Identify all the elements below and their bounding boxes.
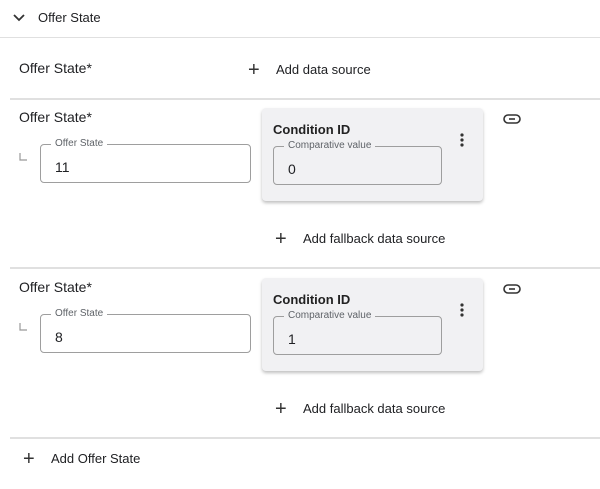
condition-card: Condition ID Comparative value 1 (262, 278, 483, 371)
chevron-down-icon[interactable] (12, 12, 26, 24)
corner-indent-icon (19, 323, 27, 331)
offer-state-input[interactable]: Offer State 8 (40, 308, 251, 353)
offer-state-input[interactable]: Offer State 11 (40, 138, 251, 183)
comparative-value-input[interactable]: Comparative value 0 (273, 140, 442, 185)
plus-icon: + (275, 228, 287, 250)
link-icon[interactable] (503, 113, 521, 125)
section-title: Offer State (38, 10, 101, 25)
comparative-value-input[interactable]: Comparative value 1 (273, 310, 442, 355)
primary-label: Offer State* (19, 60, 92, 76)
plus-icon: + (275, 398, 287, 420)
condition-card: Condition ID Comparative value 0 (262, 108, 483, 201)
plus-icon: + (23, 448, 35, 470)
link-icon[interactable] (503, 283, 521, 295)
plus-icon: + (248, 59, 260, 81)
entry-label: Offer State* (19, 279, 92, 295)
entry-label: Offer State* (19, 109, 92, 125)
more-vert-icon[interactable] (458, 302, 466, 318)
more-vert-icon[interactable] (458, 132, 466, 148)
corner-indent-icon (19, 153, 27, 161)
